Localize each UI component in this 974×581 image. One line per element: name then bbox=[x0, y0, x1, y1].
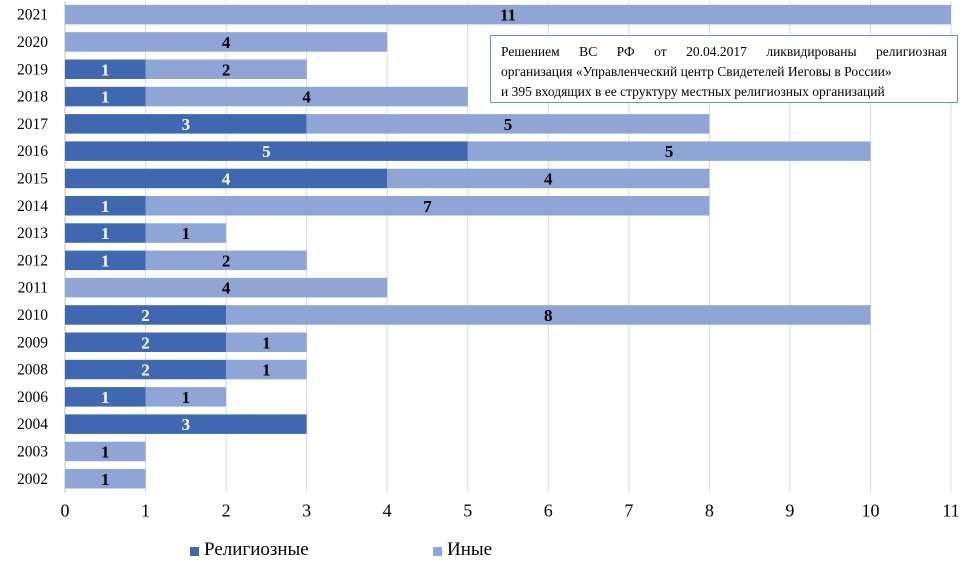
data-label-religious-2016: 5 bbox=[262, 142, 271, 161]
x-tick-label-8: 8 bbox=[705, 500, 714, 520]
x-tick-label-10: 10 bbox=[861, 500, 879, 520]
bar-religious-2008 bbox=[65, 359, 227, 380]
data-label-other-2010: 8 bbox=[544, 306, 553, 325]
y-tick-label-2010: 2010 bbox=[17, 307, 48, 324]
data-label-religious-2019: 1 bbox=[101, 60, 110, 79]
y-tick-label-2006: 2006 bbox=[17, 389, 48, 406]
data-label-other-2003: 1 bbox=[101, 442, 110, 461]
y-tick-label-2002: 2002 bbox=[17, 471, 48, 488]
data-label-other-2009: 1 bbox=[262, 333, 271, 352]
bar-other-2017 bbox=[306, 114, 710, 134]
bar-religious-2015 bbox=[65, 168, 388, 189]
bar-religious-2004 bbox=[65, 414, 307, 434]
y-tick-label-2015: 2015 bbox=[17, 170, 48, 187]
data-label-religious-2010: 2 bbox=[141, 306, 150, 325]
y-tick-label-2020: 2020 bbox=[17, 34, 48, 51]
data-label-other-2015: 4 bbox=[544, 169, 553, 188]
annotation-line-1: Решением ВС РФ от 20.04.2017 ликвидирова… bbox=[501, 44, 947, 59]
data-label-religious-2013: 1 bbox=[101, 224, 110, 243]
bar-other-2015 bbox=[387, 168, 710, 189]
annotation-line-2: организация «Управленческий центр Свидет… bbox=[501, 64, 892, 79]
x-tick-label-0: 0 bbox=[61, 500, 70, 520]
bar-religious-2010 bbox=[65, 305, 227, 325]
bar-other-2006 bbox=[145, 387, 227, 407]
data-label-other-2018: 4 bbox=[302, 88, 311, 107]
data-label-religious-2009: 2 bbox=[141, 333, 150, 352]
x-tick-label-6: 6 bbox=[544, 500, 553, 520]
x-tick-label-5: 5 bbox=[463, 500, 472, 520]
data-label-religious-2008: 2 bbox=[141, 361, 150, 380]
y-tick-label-2014: 2014 bbox=[17, 198, 48, 215]
y-tick-label-2012: 2012 bbox=[17, 252, 48, 269]
x-tick-label-11: 11 bbox=[942, 500, 959, 520]
bar-religious-2006 bbox=[65, 387, 146, 407]
y-tick-label-2013: 2013 bbox=[17, 225, 48, 242]
data-label-religious-2012: 1 bbox=[101, 251, 110, 270]
bar-religious-2012 bbox=[65, 250, 146, 271]
data-label-other-2017: 5 bbox=[504, 115, 513, 134]
data-label-religious-2017: 3 bbox=[182, 115, 191, 134]
data-label-other-2020: 4 bbox=[222, 33, 231, 52]
legend-label-other: Иные bbox=[447, 539, 493, 560]
data-label-religious-2014: 1 bbox=[101, 197, 110, 216]
bar-other-2020 bbox=[65, 32, 388, 52]
y-tick-label-2017: 2017 bbox=[17, 116, 48, 133]
data-label-other-2006: 1 bbox=[182, 388, 191, 407]
data-label-religious-2006: 1 bbox=[101, 388, 110, 407]
y-tick-label-2019: 2019 bbox=[17, 61, 48, 78]
bar-other-2019 bbox=[145, 59, 307, 79]
bar-other-2014 bbox=[145, 196, 710, 216]
data-label-other-2021: 11 bbox=[500, 6, 516, 25]
x-tick-label-2: 2 bbox=[222, 500, 231, 520]
legend-swatch-other bbox=[433, 547, 442, 556]
data-label-other-2011: 4 bbox=[222, 279, 231, 298]
y-tick-label-2003: 2003 bbox=[17, 443, 48, 460]
bar-religious-2016 bbox=[65, 141, 468, 161]
x-tick-label-3: 3 bbox=[302, 500, 311, 520]
y-tick-label-2009: 2009 bbox=[17, 334, 48, 351]
bar-other-2002 bbox=[65, 469, 146, 489]
legend-label-religious: Религиозные bbox=[204, 539, 309, 560]
data-label-other-2019: 2 bbox=[222, 60, 231, 79]
x-tick-label-7: 7 bbox=[624, 500, 633, 520]
data-label-religious-2015: 4 bbox=[222, 169, 231, 188]
bar-religious-2009 bbox=[65, 332, 227, 352]
bar-other-2003 bbox=[65, 441, 146, 462]
data-label-other-2016: 5 bbox=[665, 142, 674, 161]
y-tick-label-2011: 2011 bbox=[18, 280, 48, 297]
data-label-other-2012: 2 bbox=[222, 251, 231, 270]
bar-religious-2018 bbox=[65, 86, 146, 107]
legend-swatch-religious bbox=[190, 547, 199, 556]
y-tick-label-2004: 2004 bbox=[17, 416, 48, 433]
data-label-other-2013: 1 bbox=[182, 224, 191, 243]
bar-other-2021 bbox=[65, 4, 951, 25]
data-label-other-2002: 1 bbox=[101, 470, 110, 489]
x-tick-label-4: 4 bbox=[383, 500, 392, 520]
bar-religious-2017 bbox=[65, 114, 307, 134]
data-label-religious-2018: 1 bbox=[101, 88, 110, 107]
bar-other-2013 bbox=[145, 223, 227, 243]
bar-religious-2014 bbox=[65, 196, 146, 216]
data-label-other-2014: 7 bbox=[423, 197, 432, 216]
bar-other-2010 bbox=[226, 305, 871, 325]
data-label-other-2008: 1 bbox=[262, 361, 271, 380]
data-label-religious-2004: 3 bbox=[182, 415, 191, 434]
bar-other-2016 bbox=[467, 141, 871, 161]
annotation-box: Решением ВС РФ от 20.04.2017 ликвидирова… bbox=[490, 35, 958, 103]
annotation-line-3: и 395 входящих в ее структуру местных ре… bbox=[501, 84, 885, 99]
bar-religious-2019 bbox=[65, 59, 146, 79]
y-tick-label-2021: 2021 bbox=[17, 7, 48, 24]
bar-religious-2013 bbox=[65, 223, 146, 243]
y-tick-label-2018: 2018 bbox=[17, 89, 48, 106]
bar-other-2018 bbox=[145, 86, 468, 107]
bar-other-2008 bbox=[226, 359, 307, 380]
y-tick-label-2016: 2016 bbox=[17, 143, 48, 160]
x-tick-label-9: 9 bbox=[785, 500, 794, 520]
bar-other-2012 bbox=[145, 250, 307, 271]
y-tick-label-2008: 2008 bbox=[17, 362, 48, 379]
bar-other-2009 bbox=[226, 332, 307, 352]
bar-other-2011 bbox=[65, 277, 388, 298]
x-tick-label-1: 1 bbox=[141, 500, 150, 520]
